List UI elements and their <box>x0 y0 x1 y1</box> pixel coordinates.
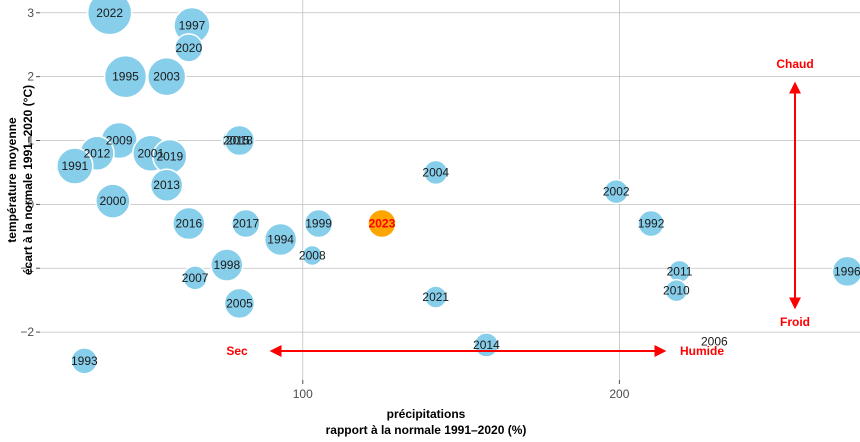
point-label-2010: 2010 <box>663 284 690 298</box>
annotation-chaud: Chaud <box>776 57 813 71</box>
point-1998 <box>210 248 244 282</box>
point-2023 <box>367 208 397 239</box>
point-label-2008: 2008 <box>299 248 326 262</box>
x-tick-label: 200 <box>609 387 629 401</box>
annotation-sec: Sec <box>226 344 248 358</box>
point-2000 <box>95 183 131 219</box>
point-label-2003: 2003 <box>153 70 180 84</box>
x-axis-title-line-2: rapport à la normale 1991–2020 (%) <box>326 423 527 437</box>
point-label-1999: 1999 <box>305 217 332 231</box>
y-tick-label: 3 <box>27 6 34 20</box>
point-label-2016: 2016 <box>175 217 202 231</box>
y-tick-label: −2 <box>20 325 34 339</box>
point-2017 <box>231 208 261 239</box>
point-2010 <box>664 278 689 303</box>
point-2016 <box>172 206 206 241</box>
point-label-2007: 2007 <box>182 271 209 285</box>
x-tick-label: 100 <box>293 387 313 401</box>
point-1995 <box>103 54 148 99</box>
point-2008 <box>301 244 324 267</box>
annotation-froid: Froid <box>780 315 810 329</box>
point-2005 <box>223 287 256 320</box>
point-label-1998: 1998 <box>213 258 240 272</box>
point-label-2019: 2019 <box>156 149 183 163</box>
point-label-2005: 2005 <box>226 296 253 310</box>
point-label-1993: 1993 <box>71 354 98 368</box>
point-label-2020: 2020 <box>175 41 202 55</box>
point-label-2014: 2014 <box>473 338 500 352</box>
point-label-2000: 2000 <box>99 194 126 208</box>
point-label-2001: 2001 <box>137 146 164 160</box>
annotations: Chaud Froid Sec Humide <box>226 57 813 358</box>
point-label-1991: 1991 <box>61 159 88 173</box>
y-tick-label: 1 <box>27 134 34 148</box>
point-1992 <box>637 209 665 238</box>
x-axis-ticks: 100 200 <box>293 380 630 401</box>
point-1996 <box>831 255 860 288</box>
point-2004 <box>423 159 449 186</box>
point-label-2009: 2009 <box>106 134 133 148</box>
x-axis-title: précipitations rapport à la normale 1991… <box>326 407 527 437</box>
point-label-2012: 2012 <box>84 146 111 160</box>
point-label-1997: 1997 <box>179 19 206 33</box>
y-tick-label: 2 <box>27 70 34 84</box>
point-1991 <box>56 147 94 185</box>
point-1994 <box>263 222 298 257</box>
point-label-1995: 1995 <box>112 70 139 84</box>
point-label-2017: 2017 <box>232 217 259 231</box>
point-2018 <box>223 124 256 157</box>
point-label-1992: 1992 <box>638 217 665 231</box>
y-axis-title-line-2: écart à la normale 1991–2020 (°C) <box>21 85 35 275</box>
point-2002 <box>603 178 629 205</box>
point-2013 <box>149 168 184 202</box>
point-label-2023: 2023 <box>369 217 396 231</box>
point-label-2021: 2021 <box>422 290 449 304</box>
point-2022 <box>86 0 133 36</box>
y-tick-label: −1 <box>20 261 34 275</box>
point-label-2015: 2015 <box>223 134 250 148</box>
point-2003 <box>146 56 187 97</box>
y-tick-label: 0 <box>27 197 34 211</box>
point-2021 <box>424 285 448 309</box>
point-label-1996: 1996 <box>834 264 860 278</box>
data-points <box>56 0 860 375</box>
point-label-2006: 2006 <box>701 335 728 349</box>
point-label-2004: 2004 <box>422 165 449 179</box>
y-axis-title: température moyenne écart à la normale 1… <box>5 85 35 275</box>
point-2020 <box>174 33 204 63</box>
point-1999 <box>303 208 334 239</box>
y-axis-title-line-1: température moyenne <box>5 117 19 243</box>
x-axis-title-line-1: précipitations <box>387 407 466 421</box>
point-label-1994: 1994 <box>267 232 294 246</box>
point-2007 <box>182 265 208 291</box>
annotation-humide: Humide <box>680 344 724 358</box>
point-label-2013: 2013 <box>153 178 180 192</box>
point-label-2011: 2011 <box>667 264 693 278</box>
point-label-2018: 2018 <box>226 134 253 148</box>
y-axis-ticks: −2 −1 0 1 2 3 <box>20 6 40 339</box>
point-1993 <box>70 347 99 375</box>
point-label-2002: 2002 <box>603 185 630 199</box>
point-label-2022: 2022 <box>96 6 123 20</box>
